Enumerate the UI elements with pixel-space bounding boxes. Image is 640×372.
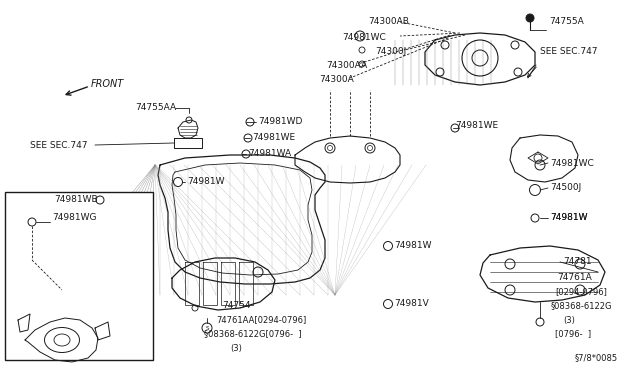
Text: [0294-0796]: [0294-0796] <box>555 288 607 296</box>
Text: 74981WG: 74981WG <box>52 214 97 222</box>
Text: 74981W: 74981W <box>394 241 431 250</box>
Bar <box>5 192 153 360</box>
Text: 74755AA: 74755AA <box>135 103 176 112</box>
Text: SEE SEC.747: SEE SEC.747 <box>30 141 88 150</box>
Text: 74981W: 74981W <box>550 214 588 222</box>
Text: 74761AA[0294-0796]: 74761AA[0294-0796] <box>216 315 307 324</box>
Text: (3): (3) <box>563 315 575 324</box>
Text: 74981WC: 74981WC <box>550 158 594 167</box>
Text: 74754: 74754 <box>222 301 250 311</box>
Text: §08368-6122G: §08368-6122G <box>551 301 612 311</box>
Text: §7/8*0085: §7/8*0085 <box>575 353 618 362</box>
Text: S: S <box>205 326 209 330</box>
Text: 74755A: 74755A <box>549 17 584 26</box>
Text: 74300AA: 74300AA <box>326 61 367 71</box>
Circle shape <box>526 14 534 22</box>
Text: 74981W: 74981W <box>550 214 588 222</box>
Text: SEE SEC.747: SEE SEC.747 <box>540 48 598 57</box>
Text: §08368-6122G[0796-  ]: §08368-6122G[0796- ] <box>204 330 301 339</box>
Text: (3): (3) <box>230 343 242 353</box>
Text: 74981WD: 74981WD <box>258 118 302 126</box>
Text: 74300AB: 74300AB <box>368 17 409 26</box>
Text: [0796-  ]: [0796- ] <box>555 330 591 339</box>
Text: 74981WB: 74981WB <box>54 196 98 205</box>
Text: 74981W: 74981W <box>187 177 225 186</box>
Text: 74300A: 74300A <box>319 76 354 84</box>
Text: 74981WC: 74981WC <box>342 33 386 42</box>
Text: 74981WE: 74981WE <box>455 122 498 131</box>
Text: 74761A: 74761A <box>557 273 592 282</box>
Text: 74300J: 74300J <box>375 48 406 57</box>
Text: 74981V: 74981V <box>394 299 429 308</box>
Text: FRONT: FRONT <box>91 79 124 89</box>
Text: 74781: 74781 <box>563 257 591 266</box>
Text: 74981WA: 74981WA <box>248 150 291 158</box>
Text: 74981WE: 74981WE <box>252 134 295 142</box>
Text: 74500J: 74500J <box>550 183 581 192</box>
